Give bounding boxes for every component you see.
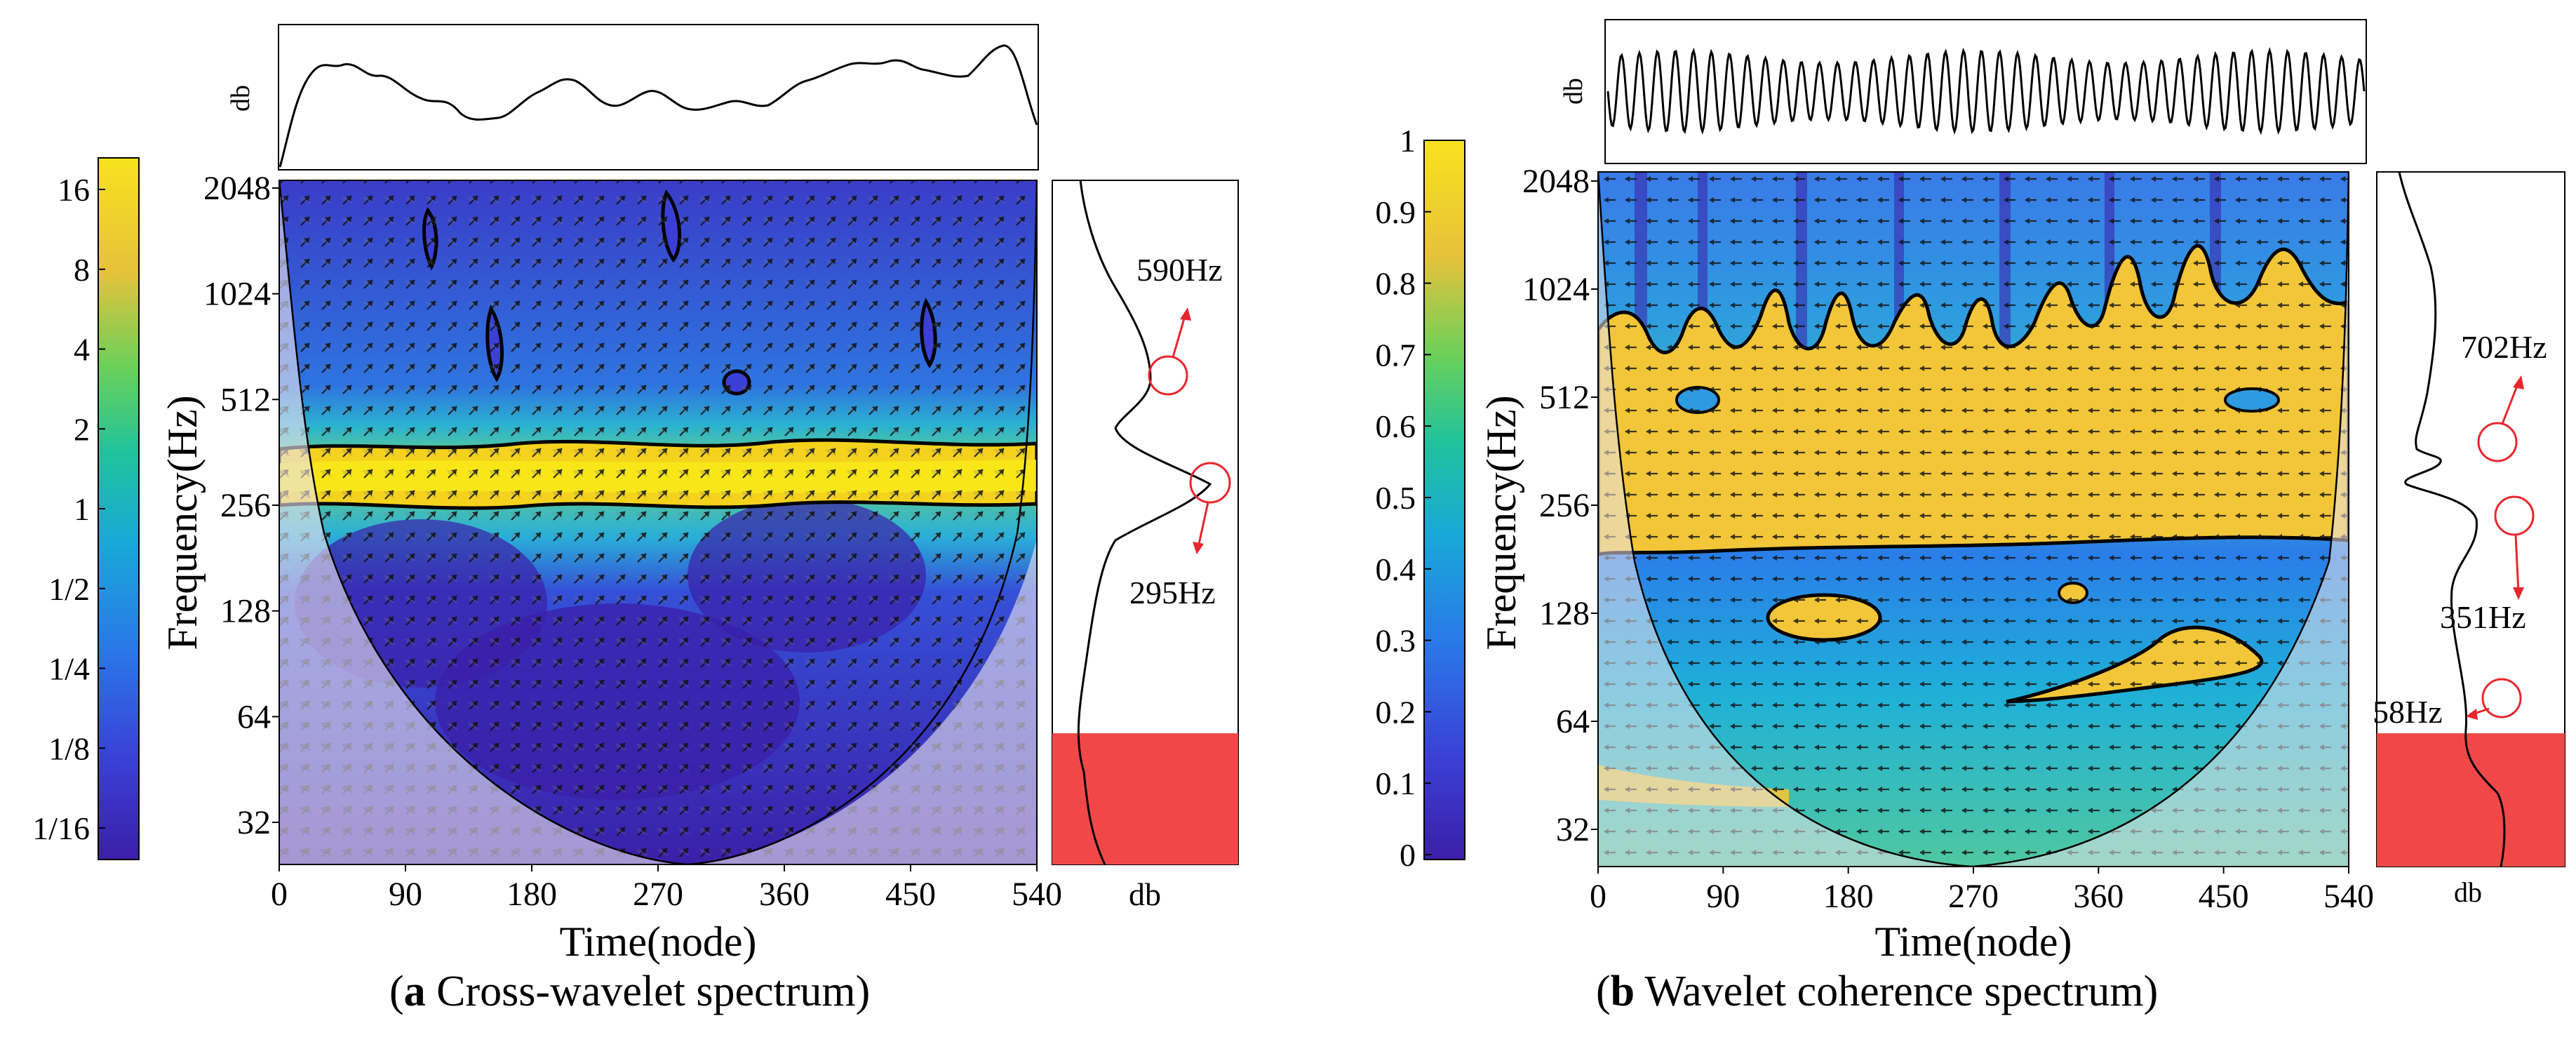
colorbar-tick-label: 1/4 xyxy=(48,651,90,687)
colorbar-tick-label: 1/2 xyxy=(48,571,90,607)
annotation-590hz: 590Hz xyxy=(1136,252,1223,288)
caption-b-text: Wavelet coherence spectrum xyxy=(1635,968,2144,1015)
panel-b: 1 0.9 0.8 0.7 0.6 0.5 0.4 0.3 0.2 0.1 0 db xyxy=(1376,19,2565,965)
colorbar-tick-label: 0.8 xyxy=(1376,266,1416,302)
panel-a: 16 8 4 2 1 1/2 1/4 1/8 1/16 db xyxy=(32,24,1239,965)
top-panel-a-ylabel: db xyxy=(226,85,255,112)
caption-b: (b Wavelet coherence spectrum) xyxy=(1596,968,2159,1015)
colorbar-tick-label: 2 xyxy=(74,411,90,447)
caption-a: (a Cross-wavelet spectrum) xyxy=(389,968,871,1015)
y-tick-label: 2048 xyxy=(1522,163,1590,200)
x-tick-label: 90 xyxy=(1706,878,1740,915)
y-tick-label: 256 xyxy=(1539,487,1590,524)
top-panel-a-series xyxy=(279,44,1038,168)
x-tick-label: 270 xyxy=(633,876,683,913)
y-axis-label-b: Frequency(Hz) xyxy=(1478,395,1524,650)
caption-a-text: Cross-wavelet spectrum xyxy=(425,968,856,1015)
x-tick-label: 0 xyxy=(1590,878,1606,915)
annotation-marker-295 xyxy=(1189,462,1231,504)
y-tick-label: 1024 xyxy=(203,276,271,313)
x-tick-label: 360 xyxy=(2073,878,2124,915)
colorbar-tick-label: 1/8 xyxy=(48,730,90,766)
y-tick-label: 128 xyxy=(220,593,271,630)
colorbar-tick-label: 0.9 xyxy=(1376,194,1416,230)
y-tick-label: 2048 xyxy=(203,170,271,207)
annotation-702hz: 702Hz xyxy=(2461,329,2547,365)
colorbar-tick-label: 0.5 xyxy=(1376,480,1416,516)
annotation-marker-590 xyxy=(1148,355,1188,396)
top-panel-b-ylabel: db xyxy=(1559,78,1588,105)
x-tick-label: 540 xyxy=(2323,878,2374,915)
y-tick-label: 512 xyxy=(1539,379,1590,416)
top-panel-a-frame xyxy=(278,24,1039,171)
y-tick-label: 512 xyxy=(220,381,271,418)
top-panel-b-series xyxy=(1606,47,2366,135)
axis-a: 0 90 180 270 360 450 540 2048 1024 512 256 128 64 32 xyxy=(203,170,1062,913)
axis-b: 0 90 180 270 360 450 540 2048 1024 512 256 128 64 32 xyxy=(1522,163,2374,915)
x-tick-label: 0 xyxy=(271,876,288,913)
annotation-marker-58 xyxy=(2481,678,2522,719)
x-axis-label-b: Time(node) xyxy=(1874,918,2072,965)
side-panel-b-spectrum xyxy=(2398,171,2506,867)
x-tick-label: 450 xyxy=(2199,878,2249,915)
x-tick-label: 180 xyxy=(1823,878,1874,915)
side-panel-a-box xyxy=(1052,733,1238,864)
caption-b-letter: b xyxy=(1610,968,1635,1015)
colorbar-tick-label: 4 xyxy=(74,332,90,368)
colorbar-b-ticks: 1 0.9 0.8 0.7 0.6 0.5 0.4 0.3 0.2 0.1 0 xyxy=(1376,123,1431,873)
colorbar-b xyxy=(1423,140,1465,860)
x-tick-label: 540 xyxy=(1012,876,1062,913)
colorbar-tick-label: 1 xyxy=(74,491,90,527)
y-tick-label: 64 xyxy=(237,698,271,735)
colorbar-tick-label: 1 xyxy=(1400,123,1416,159)
side-panel-b-xlabel: db xyxy=(2454,876,2482,908)
colorbar-tick-label: 0 xyxy=(1400,837,1416,873)
x-tick-label: 90 xyxy=(389,876,422,913)
y-tick-label: 32 xyxy=(1556,811,1590,848)
colorbar-a-ticks: 16 8 4 2 1 1/2 1/4 1/8 1/16 xyxy=(32,172,105,846)
annotation-295hz: 295Hz xyxy=(1129,575,1216,610)
colorbar-tick-label: 0.1 xyxy=(1376,766,1416,801)
y-tick-label: 128 xyxy=(1539,595,1590,632)
colorbar-tick-label: 0.3 xyxy=(1376,623,1416,659)
side-panel-a-spectrum xyxy=(1077,180,1212,865)
annotation-351hz: 351Hz xyxy=(2440,599,2526,635)
y-tick-label: 32 xyxy=(237,804,271,841)
caption-a-letter: a xyxy=(403,968,426,1015)
colorbar-tick-label: 8 xyxy=(74,252,90,288)
x-tick-label: 450 xyxy=(885,876,936,913)
colorbar-tick-label: 0.2 xyxy=(1376,694,1416,730)
side-panel-b-box xyxy=(2377,733,2565,867)
colorbar-tick-label: 0.7 xyxy=(1376,337,1416,373)
annotation-marker-702 xyxy=(2477,422,2518,462)
annotation-marker-351 xyxy=(2494,495,2535,536)
x-tick-label: 360 xyxy=(759,876,810,913)
annotation-58hz: 58Hz xyxy=(2373,694,2443,730)
side-panel-a-xlabel: db xyxy=(1129,876,1161,912)
x-tick-label: 180 xyxy=(507,876,557,913)
y-tick-label: 64 xyxy=(1556,703,1590,740)
x-tick-label: 270 xyxy=(1948,878,1999,915)
colorbar-tick-label: 16 xyxy=(58,172,90,208)
x-axis-label-a: Time(node) xyxy=(559,918,756,965)
colorbar-tick-label: 0.4 xyxy=(1376,552,1416,587)
y-tick-label: 256 xyxy=(220,487,271,524)
colorbar-tick-label: 0.6 xyxy=(1376,408,1416,444)
y-axis-label-a: Frequency(Hz) xyxy=(159,395,206,650)
y-tick-label: 1024 xyxy=(1522,271,1590,308)
colorbar-tick-label: 1/16 xyxy=(32,810,90,846)
